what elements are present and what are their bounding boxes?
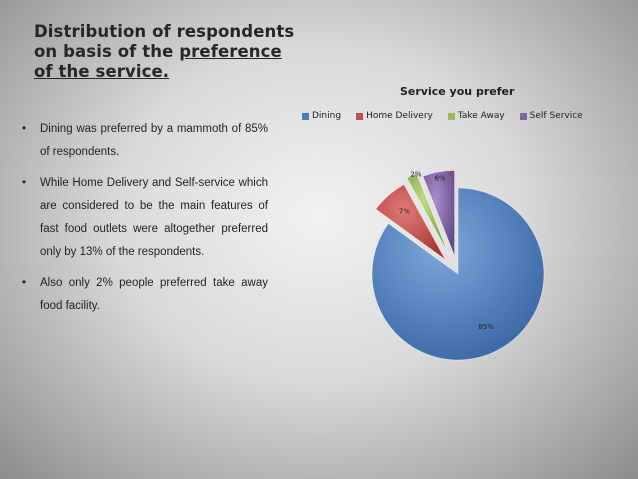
bullet-item: While Home Delivery and Self-service whi…: [22, 172, 268, 264]
pie-slice-home-delivery: [375, 183, 446, 261]
slide-title-line2: on basis of the preference: [34, 42, 304, 62]
legend-label-home-delivery: Home Delivery: [366, 111, 433, 121]
pie-label-take-away: 2%: [410, 171, 421, 179]
pie-slice-take-away: [406, 172, 449, 254]
legend-swatch-home-delivery: [356, 112, 364, 120]
slide-title-line1: Distribution of respondents: [34, 22, 295, 41]
legend-swatch-take-away: [447, 112, 455, 120]
pie-label-self-service: 6%: [435, 174, 446, 182]
legend-label-take-away: Take Away: [457, 111, 505, 121]
legend-item-take-away: Take Away: [447, 111, 505, 121]
chart-title: Service you prefer: [400, 85, 515, 98]
legend-item-self-service: Self Service: [519, 111, 583, 121]
bullet-item: Also only 2% people preferred take away …: [22, 272, 268, 318]
chart-legend: Dining Home Delivery Take Away Self Serv…: [302, 111, 583, 121]
legend-swatch-self-service: [519, 112, 527, 120]
pie-label-dining: 85%: [478, 323, 494, 331]
slide-title-line3: of the service.: [34, 62, 170, 81]
legend-label-self-service: Self Service: [529, 111, 583, 121]
legend-item-home-delivery: Home Delivery: [356, 111, 433, 121]
pie-label-home-delivery: 7%: [399, 207, 410, 215]
pie-slice-self-service: [422, 169, 456, 257]
legend-item-dining: Dining: [302, 111, 341, 121]
slide-title-emphasis: preference: [179, 42, 282, 61]
legend-label-dining: Dining: [312, 111, 342, 121]
bullet-list: Dining was preferred by a mammoth of 85%…: [22, 118, 268, 326]
bullet-item: Dining was preferred by a mammoth of 85%…: [22, 118, 268, 164]
slide-title-line2-prefix: on basis of the: [34, 42, 180, 61]
slide-title: Distribution of respondents on basis of …: [34, 22, 304, 82]
legend-swatch-dining: [302, 112, 309, 120]
pie-slice-dining: [371, 187, 545, 361]
